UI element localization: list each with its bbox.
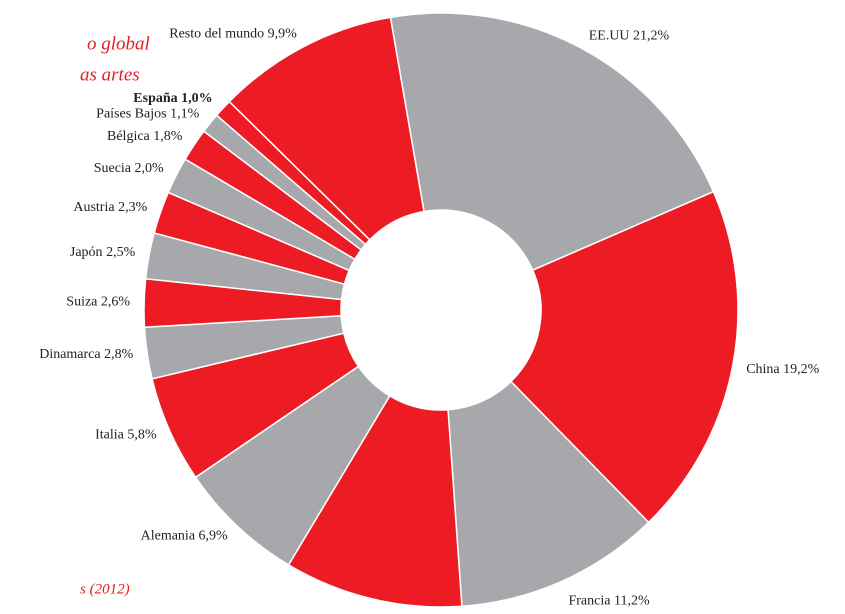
value-label: 2,6% (101, 295, 131, 310)
category-label: Países Bajos (96, 107, 166, 122)
slice (447, 380, 650, 608)
slice (389, 12, 715, 272)
value-label: 2,8% (104, 347, 134, 362)
category-label: Italia (95, 428, 125, 443)
value-label: 21,2% (633, 29, 670, 44)
slice-label: Francia 11,2% (568, 594, 649, 609)
slice-label: RU 9,7% (317, 613, 369, 614)
slice-label: España 1,0% (133, 91, 212, 106)
slice-label: Italia 5,8% (95, 428, 157, 443)
slice-label: Bélgica 1,8% (107, 129, 183, 144)
value-label: 9,9% (268, 27, 298, 42)
category-label: Bélgica (107, 129, 151, 144)
slice-label: Japón 2,5% (70, 245, 136, 260)
category-label: Dinamarca (39, 347, 101, 362)
slice-label: Suecia 2,0% (94, 161, 164, 176)
value-label: 1,8% (153, 129, 183, 144)
category-label: Suecia (94, 161, 132, 176)
slice-label: Suiza 2,6% (66, 295, 130, 310)
value-label: 6,9% (199, 529, 229, 544)
category-label: Japón (70, 245, 103, 260)
category-label: RU (317, 613, 336, 614)
value-label: 2,5% (106, 245, 136, 260)
value-label: 1,0% (181, 91, 213, 106)
slice (228, 16, 425, 241)
value-label: 2,0% (135, 161, 165, 176)
value-label: 1,1% (170, 107, 200, 122)
slice-label: Países Bajos 1,1% (96, 107, 199, 122)
slice (509, 190, 739, 524)
value-label: 5,8% (127, 428, 157, 443)
slice-label: Dinamarca 2,8% (39, 347, 133, 362)
category-label: China (746, 362, 780, 377)
category-label: EE.UU (589, 29, 630, 44)
category-label: Austria (73, 200, 115, 215)
title-fragment: as artes (80, 64, 140, 85)
slice-label: Resto del mundo 9,9% (169, 27, 297, 42)
slice (287, 394, 463, 608)
category-label: Francia (568, 594, 611, 609)
category-label: Suiza (66, 295, 98, 310)
slice-label: Austria 2,3% (73, 200, 147, 215)
value-label: 19,2% (783, 362, 820, 377)
value-label: 9,7% (340, 613, 370, 614)
value-label: 11,2% (614, 594, 650, 609)
value-label: 2,3% (118, 200, 148, 215)
slice-label: Alemania 6,9% (141, 529, 228, 544)
title-fragment: o global (87, 33, 150, 54)
slice-label: China 19,2% (746, 362, 819, 377)
source-fragment: s (2012) (80, 581, 130, 597)
category-label: Resto del mundo (169, 27, 264, 42)
slice-label: EE.UU 21,2% (589, 29, 670, 44)
category-label: Alemania (141, 529, 196, 544)
category-label: España (133, 91, 177, 106)
